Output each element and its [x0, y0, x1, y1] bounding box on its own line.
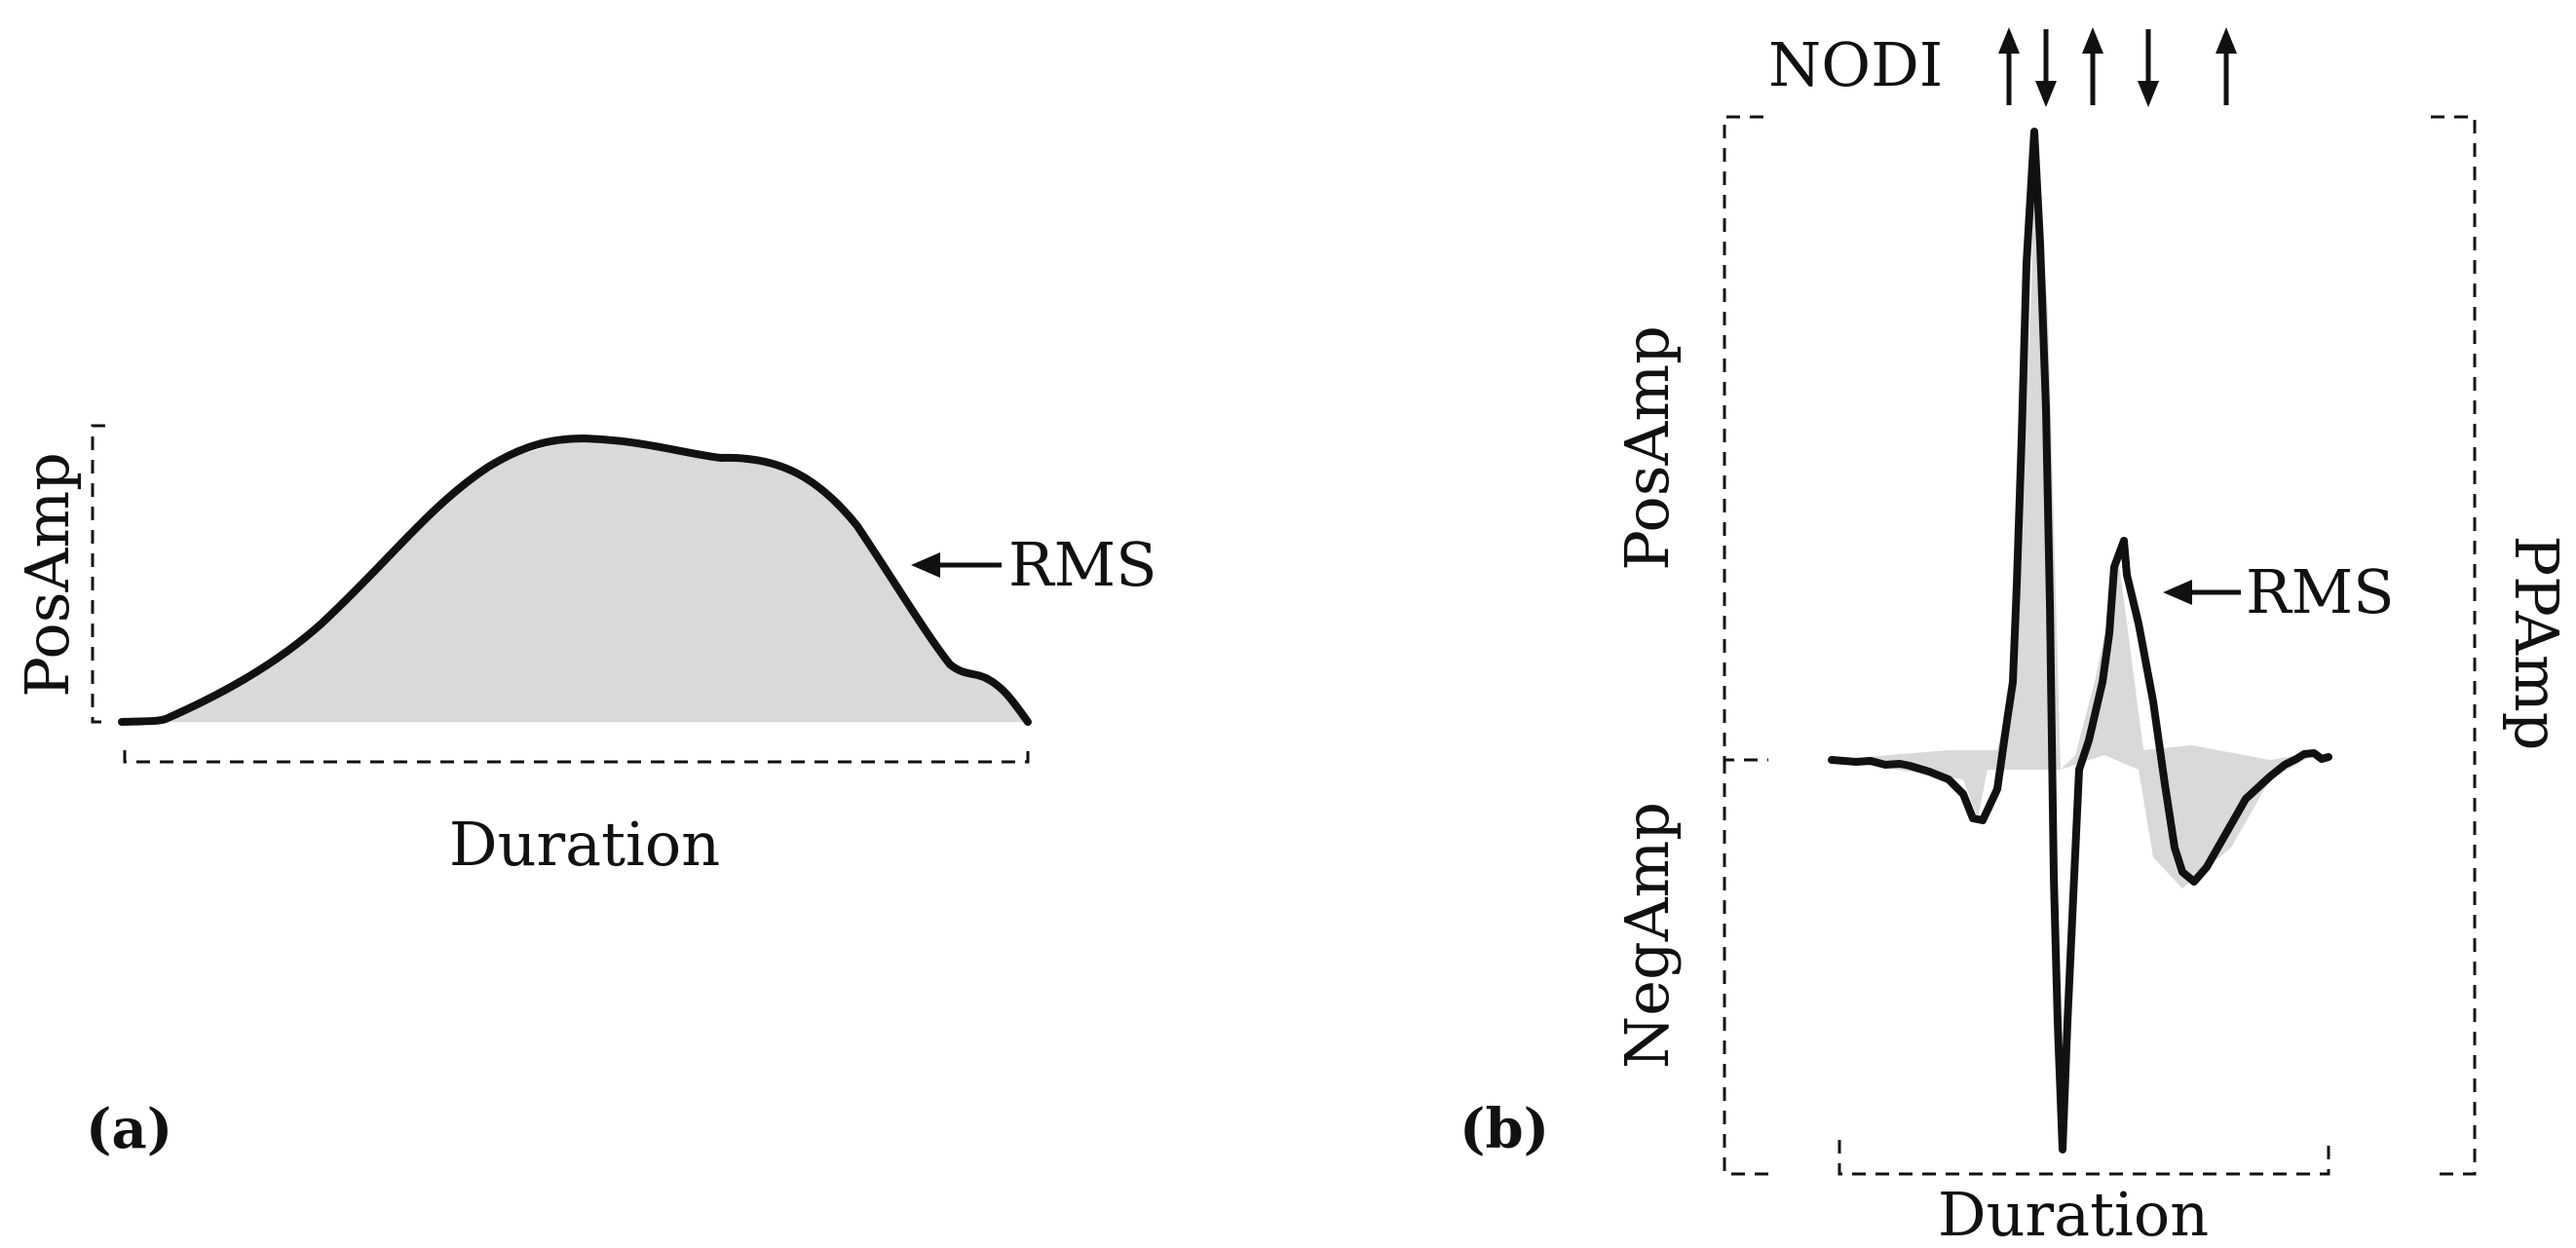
rms-arrow-a [911, 552, 1002, 578]
duration-bracket-b [1837, 1140, 2330, 1176]
posamp-label-b: PosAmp [1611, 325, 1683, 571]
rms-area-a [122, 438, 1028, 722]
panel-label-a: (a) [86, 1097, 172, 1161]
duration-bracket-a [123, 750, 1030, 764]
nodi-arrow-down-2 [2138, 29, 2159, 107]
negamp-bracket-b [1723, 760, 1778, 1176]
nodi-arrow-up-3 [2216, 27, 2237, 105]
nodi-arrow-up-1 [1998, 27, 2020, 105]
negamp-label-b: NegAmp [1611, 802, 1683, 1069]
ppamp-bracket-b [2431, 115, 2477, 1176]
duration-label-a: Duration [449, 809, 720, 880]
posamp-label-a: PosAmp [12, 452, 83, 698]
panel-a: PosAmp Duration RMS (a) [12, 424, 1157, 1161]
panel-label-b: (b) [1459, 1097, 1549, 1161]
rms-label-a: RMS [1008, 529, 1157, 600]
posamp-bracket-b [1723, 115, 1768, 762]
waveform-b [1828, 128, 2332, 1153]
nodi-arrow-up-2 [2082, 27, 2103, 105]
nodi-label: NODI [1768, 29, 1943, 100]
nodi-arrow-down-1 [2035, 29, 2057, 107]
duration-label-b: Duration [1938, 1179, 2209, 1248]
rms-arrow-b [2163, 580, 2241, 605]
rms-label-b: RMS [2246, 556, 2395, 627]
posamp-bracket-a [91, 424, 105, 724]
ppamp-label-b: PPAmp [2501, 536, 2572, 751]
waveform-a [118, 435, 1032, 726]
panel-b: NODI PosAmp NegAmp PPAmp RMS Duration (b… [1459, 27, 2572, 1248]
